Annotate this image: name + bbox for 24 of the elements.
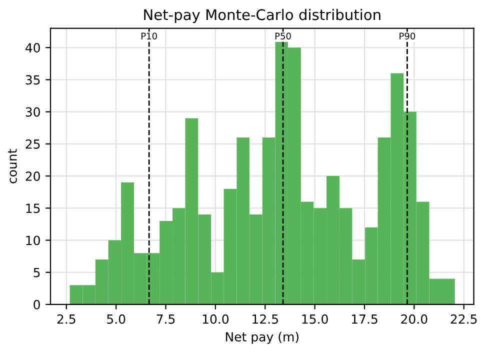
y-tick-label: 5 — [34, 268, 40, 278]
y-tick-label: 30 — [26, 107, 40, 117]
x-tick-label: 2.5 — [57, 314, 76, 324]
y-tick-label: 15 — [26, 204, 40, 214]
ref-line-label: P90 — [400, 32, 416, 40]
y-tick-label: 40 — [25, 43, 40, 53]
x-tick-label: 17.5 — [352, 314, 378, 324]
y-tick-label: 20 — [26, 171, 40, 181]
y-tick-label: 10 — [26, 236, 40, 246]
chart-title: Net-pay Monte-Carlo distribution — [144, 8, 380, 24]
y-tick-label: 25 — [26, 139, 40, 149]
ref-line-label: P50 — [275, 32, 291, 40]
x-tick-label: 20.0 — [401, 314, 428, 324]
ref-line-label: P10 — [141, 32, 157, 40]
x-tick-label: 12.5 — [252, 314, 278, 324]
y-tick-label: 0 — [34, 300, 40, 310]
x-tick-label: 22.5 — [450, 314, 477, 324]
y-axis-title: count — [8, 149, 17, 184]
x-tick-label: 10.0 — [202, 314, 229, 324]
x-axis-title: Net pay (m) — [226, 332, 298, 344]
y-tick-label: 35 — [26, 75, 40, 85]
x-tick-label: 5.0 — [107, 314, 126, 324]
x-tick-label: 15.0 — [302, 314, 328, 324]
x-tick-label: 7.5 — [156, 314, 175, 324]
